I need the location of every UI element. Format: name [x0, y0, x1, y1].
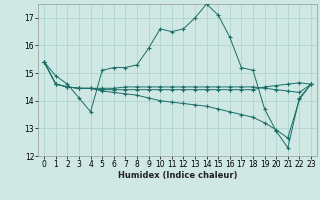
X-axis label: Humidex (Indice chaleur): Humidex (Indice chaleur): [118, 171, 237, 180]
